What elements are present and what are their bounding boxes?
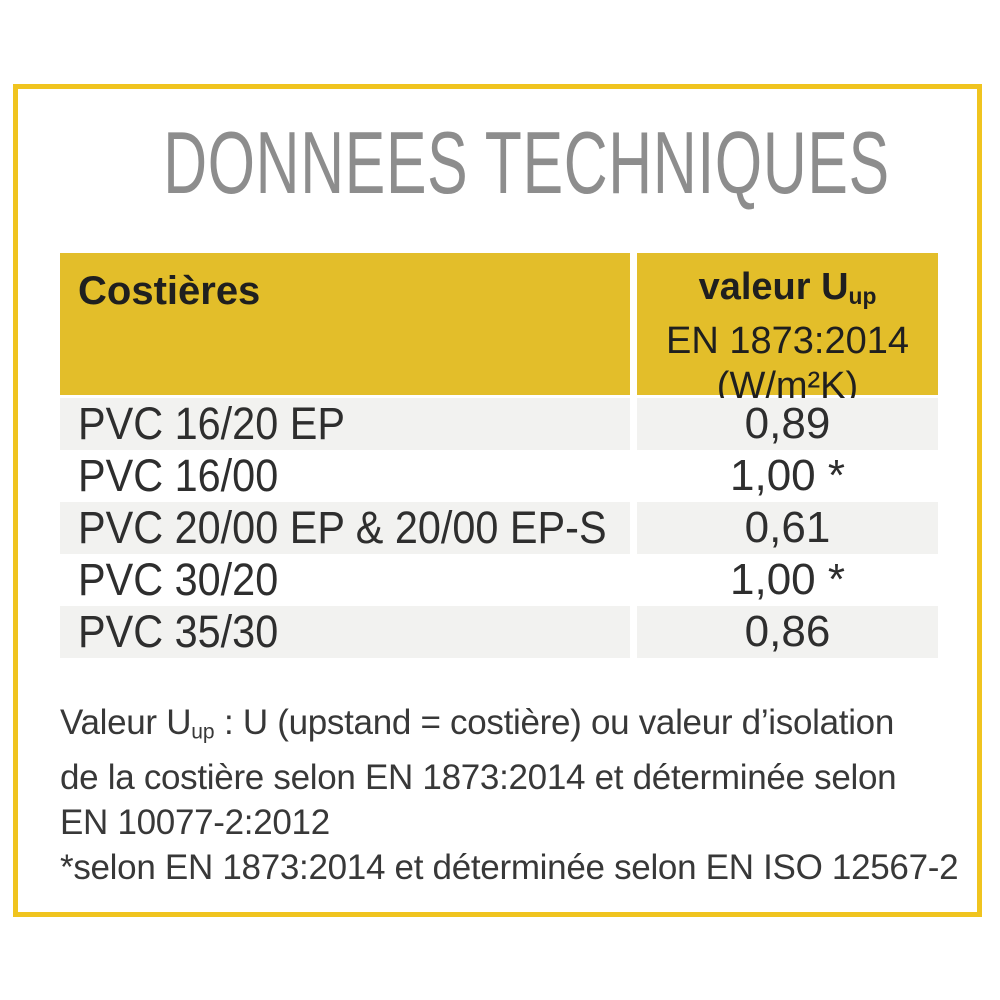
row-label-cell: PVC 20/00 EP & 20/00 EP-S	[60, 502, 630, 554]
header-cell-valeur-uup: valeur Uup EN 1873:2014 (W/m²K)	[637, 253, 938, 407]
header-norm-line: EN 1873:2014	[666, 320, 909, 363]
table-row: PVC 20/00 EP & 20/00 EP-S 0,61	[60, 502, 938, 554]
footnote-line-1: Valeur Uup : U (upstand = costière) ou v…	[60, 700, 950, 755]
row-label: PVC 30/20	[78, 554, 279, 605]
row-label-cell: PVC 16/00	[60, 450, 630, 502]
row-value-cell: 0,86	[637, 606, 938, 658]
table-header-row: Costières valeur Uup EN 1873:2014 (W/m²K…	[60, 253, 938, 407]
header-valeur-u-text: valeur U	[698, 266, 849, 308]
header-uup-subscript: up	[848, 283, 877, 310]
page-title: DONNEES TECHNIQUES	[163, 113, 890, 212]
table-row: PVC 30/20 1,00 *	[60, 554, 938, 606]
table-body: PVC 16/20 EP 0,89 PVC 16/00 1,00 * PVC 2…	[60, 398, 938, 658]
footnote: Valeur Uup : U (upstand = costière) ou v…	[60, 700, 959, 890]
row-label: PVC 16/20 EP	[78, 398, 345, 449]
row-label-cell: PVC 35/30	[60, 606, 630, 658]
row-label-cell: PVC 16/20 EP	[60, 398, 630, 450]
footnote-line-4: *selon EN 1873:2014 et déterminée selon …	[60, 847, 959, 887]
header-costieres-label: Costières	[78, 269, 261, 313]
row-label: PVC 35/30	[78, 606, 279, 657]
row-value-cell: 0,61	[637, 502, 938, 554]
header-valeur-uup-line: valeur Uup	[637, 265, 938, 319]
table-row: PVC 35/30 0,86	[60, 606, 938, 658]
header-cell-costieres: Costières	[60, 253, 630, 395]
row-value-cell: 0,89	[637, 398, 938, 450]
footnote-line1-rest: : U (upstand = costière) ou valeur d’iso…	[214, 703, 895, 742]
footnote-uup-subscript: up	[191, 720, 215, 744]
table-row: PVC 16/20 EP 0,89	[60, 398, 938, 450]
footnote-line-3: EN 10077-2:2012	[60, 802, 330, 842]
row-label: PVC 16/00	[78, 450, 279, 501]
table-row: PVC 16/00 1,00 *	[60, 450, 938, 502]
costieres-table: Costières valeur Uup EN 1873:2014 (W/m²K…	[60, 253, 938, 658]
row-label-cell: PVC 30/20	[60, 554, 630, 606]
page-border-frame	[13, 84, 982, 917]
row-value-cell: 1,00 *	[637, 450, 938, 502]
row-value-cell: 1,00 *	[637, 554, 938, 606]
row-label: PVC 20/00 EP & 20/00 EP-S	[78, 502, 607, 553]
title-container: DONNEES TECHNIQUES	[0, 112, 1000, 214]
footnote-line-2: de la costière selon EN 1873:2014 et dét…	[60, 757, 897, 797]
footnote-valeur-u-text: Valeur U	[60, 703, 192, 742]
